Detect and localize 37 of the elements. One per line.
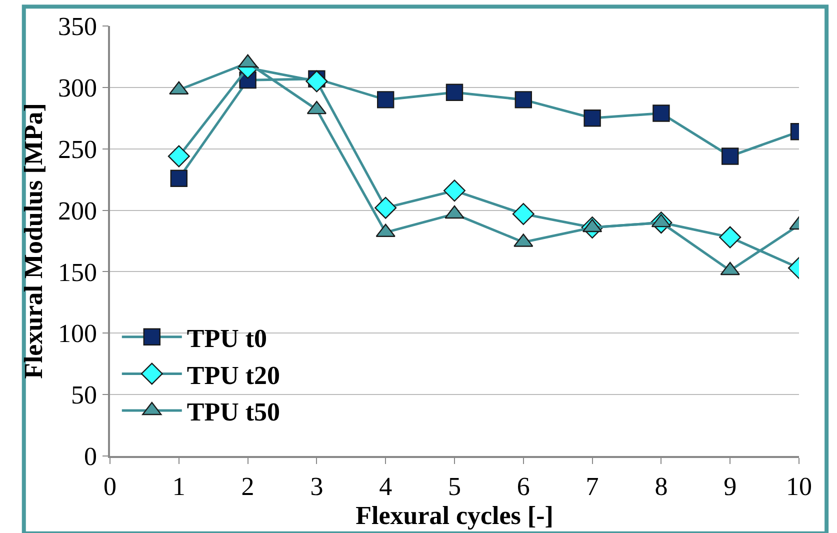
y-tick-label: 350	[58, 12, 98, 42]
x-tick-label: 3	[310, 472, 324, 501]
point	[719, 226, 742, 248]
point	[377, 91, 394, 108]
x-tick-label: 2	[241, 472, 254, 501]
y-tick-label: 300	[58, 74, 98, 103]
point	[512, 202, 534, 225]
point	[374, 196, 397, 219]
legend-label: TPU t50	[186, 398, 280, 427]
point	[722, 148, 739, 165]
x-tick-label: 7	[586, 472, 599, 501]
x-tick-label: 4	[379, 472, 392, 501]
point	[514, 91, 532, 108]
point	[584, 110, 601, 127]
y-tick-label: 50	[71, 380, 98, 410]
legend-label: TPU t0	[186, 324, 268, 354]
x-tick-label: 0	[104, 472, 116, 501]
legend-label: TPU t20	[186, 360, 280, 390]
point	[168, 145, 190, 168]
y-tick-label: 100	[58, 319, 98, 348]
x-tick-label: 10	[786, 472, 812, 501]
point	[446, 84, 464, 101]
point	[444, 180, 466, 202]
y-tick-label: 200	[58, 196, 98, 226]
y-tick-label: 150	[58, 258, 98, 287]
x-axis-title: Flexural cycles [-]	[356, 500, 554, 530]
point	[652, 104, 670, 122]
point	[170, 170, 188, 187]
point	[306, 70, 328, 92]
y-axis-title: Flexural Modulus [MPa]	[18, 103, 48, 379]
y-tick-label: 250	[58, 134, 98, 164]
x-tick-label: 8	[654, 472, 668, 501]
x-tick-label: 5	[448, 472, 461, 501]
x-tick-label: 9	[724, 472, 737, 501]
y-tick-label: 0	[84, 442, 98, 472]
x-tick-label: 6	[516, 472, 530, 501]
x-tick-label: 1	[172, 472, 186, 501]
